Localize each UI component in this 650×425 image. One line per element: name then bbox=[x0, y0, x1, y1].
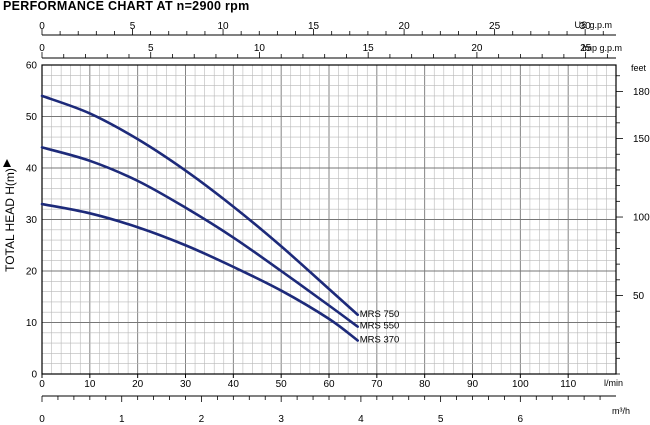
imp-gpm-tick-label: 0 bbox=[39, 43, 45, 54]
m3h-tick-label: 3 bbox=[278, 414, 284, 425]
feet-tick-label: 180 bbox=[633, 87, 650, 98]
feet-unit: feet bbox=[631, 63, 647, 73]
m3h-tick-label: 0 bbox=[39, 414, 45, 425]
x-tick-label: 50 bbox=[276, 379, 288, 390]
series-line bbox=[40, 94, 359, 317]
x-tick-label: 110 bbox=[560, 379, 576, 390]
x-tick-label: 80 bbox=[419, 379, 431, 390]
us-gpm-tick-label: 15 bbox=[308, 21, 320, 32]
chart-title: PERFORMANCE CHART AT n=2900 rpm bbox=[3, 0, 249, 13]
us-gpm-tick-label: 5 bbox=[130, 21, 136, 32]
x-tick-label: 90 bbox=[467, 379, 479, 390]
us-gpm-tick-label: 30 bbox=[580, 21, 592, 32]
series-label: MRS 550 bbox=[360, 321, 400, 332]
y-tick-label: 40 bbox=[26, 164, 38, 175]
y-tick-label: 30 bbox=[26, 215, 38, 226]
feet-tick-label: 50 bbox=[633, 291, 645, 302]
feet-axis: 50 100 150 180 bbox=[616, 75, 650, 375]
y-axis-arrow-icon bbox=[3, 159, 11, 167]
y-tick-label: 10 bbox=[26, 318, 38, 329]
imp-gpm-tick-label: 25 bbox=[580, 43, 592, 54]
m3h-tick-label: 1 bbox=[119, 414, 125, 425]
y-axis-label: TOTAL HEAD H(m) bbox=[3, 168, 17, 272]
m3h-tick-label: 4 bbox=[358, 414, 364, 425]
imp-gpm-axis: 0 5 10 15 20 25 bbox=[39, 43, 616, 59]
x-tick-label: 70 bbox=[371, 379, 383, 390]
m3h-tick-label: 2 bbox=[199, 414, 205, 425]
series-label: MRS 370 bbox=[360, 335, 400, 346]
imp-gpm-tick-label: 15 bbox=[363, 43, 375, 54]
us-gpm-tick-label: 0 bbox=[39, 21, 45, 32]
series-line bbox=[40, 202, 359, 342]
feet-tick-label: 150 bbox=[633, 134, 650, 145]
y-tick-label: 60 bbox=[26, 61, 38, 72]
imp-gpm-tick-label: 20 bbox=[471, 43, 483, 54]
head-axis: 0 10 20 30 40 50 60 bbox=[26, 61, 38, 381]
y-tick-label: 20 bbox=[26, 267, 38, 278]
y-tick-label: 50 bbox=[26, 112, 38, 123]
l-min-axis: 0 10 20 30 40 50 60 70 80 90 100 110 bbox=[39, 374, 577, 390]
imp-gpm-tick-label: 5 bbox=[148, 43, 154, 54]
us-gpm-tick-label: 20 bbox=[399, 21, 411, 32]
imp-gpm-tick-label: 10 bbox=[254, 43, 266, 54]
grid bbox=[41, 64, 617, 375]
feet-tick-label: 100 bbox=[633, 213, 650, 224]
m3h-unit: m³/h bbox=[612, 406, 630, 416]
y-tick-label: 0 bbox=[31, 370, 37, 381]
us-gpm-tick-label: 10 bbox=[217, 21, 229, 32]
x-tick-label: 100 bbox=[512, 379, 529, 390]
x-tick-label: 60 bbox=[323, 379, 335, 390]
m3h-tick-label: 6 bbox=[518, 414, 524, 425]
x-tick-label: 30 bbox=[180, 379, 192, 390]
series-line bbox=[40, 146, 359, 328]
x-tick-label: 0 bbox=[39, 379, 45, 390]
imp-gpm-unit: Imp g.p.m bbox=[582, 43, 622, 53]
x-tick-label: 10 bbox=[84, 379, 96, 390]
l-min-unit: l/min bbox=[604, 378, 623, 388]
us-gpm-tick-label: 25 bbox=[489, 21, 501, 32]
x-tick-label: 40 bbox=[228, 379, 240, 390]
x-tick-label: 20 bbox=[132, 379, 144, 390]
us-gpm-unit: US g.p.m bbox=[574, 20, 612, 30]
us-gpm-axis: 0 5 10 15 20 25 30 bbox=[39, 21, 616, 36]
m3h-axis: 0 1 2 3 4 5 6 bbox=[39, 395, 616, 425]
series-label: MRS 750 bbox=[360, 309, 400, 320]
m3h-tick-label: 5 bbox=[438, 414, 444, 425]
